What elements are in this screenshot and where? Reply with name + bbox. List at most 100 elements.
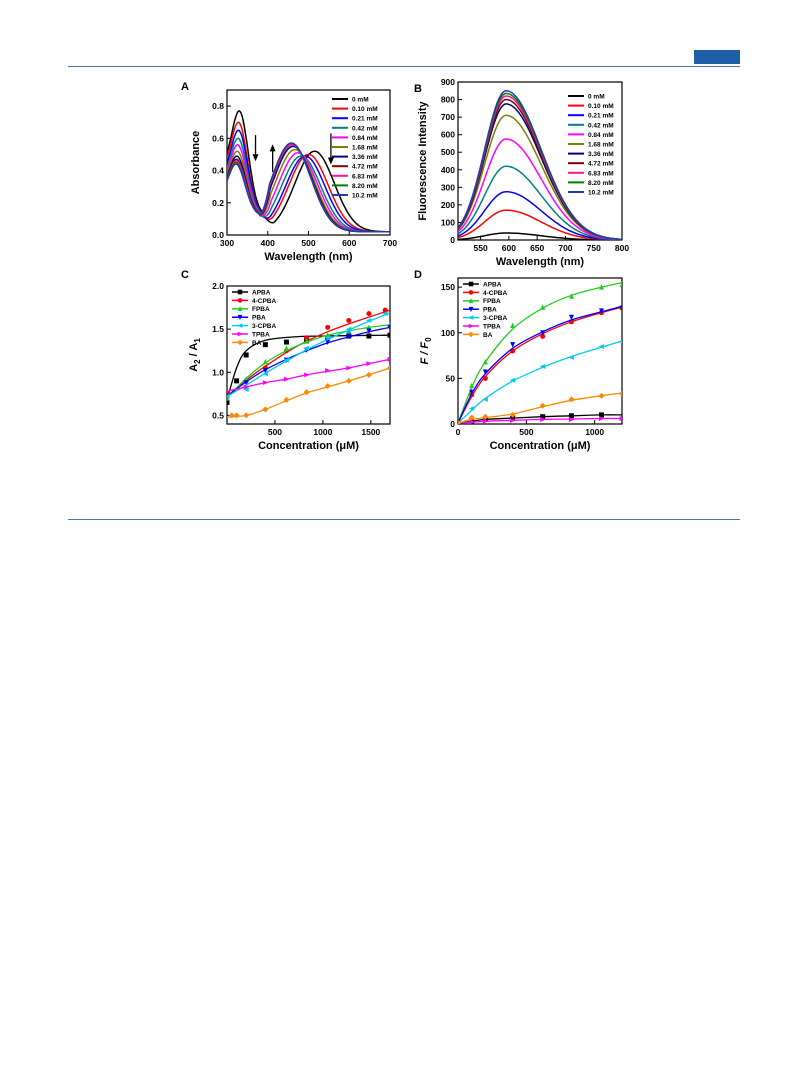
- marker: [540, 330, 546, 336]
- marker: [568, 413, 574, 419]
- series-line: [458, 165, 622, 240]
- panel-b-fluorescence-chart: B 550 600 650 700 750 800 0 100 200 300 400 500 600 7…: [414, 77, 629, 268]
- marker: [568, 314, 574, 321]
- x-tick-label: 600: [342, 238, 356, 248]
- legend-label: APBA: [483, 281, 502, 288]
- legend-label: 0.21 mM: [588, 113, 614, 120]
- panel-c-absorbance-ratio-chart: C 500 1000 1500 0.5 1.0 1.5 2.0 Concentration (…: [181, 269, 391, 452]
- x-tick-label: 650: [530, 243, 544, 253]
- marker: [539, 402, 546, 409]
- marker: [283, 345, 289, 351]
- y-axis-label: A2 / A1: [188, 338, 202, 372]
- series-line: [227, 142, 390, 233]
- footer-rule: [68, 519, 740, 520]
- trend-arrowhead: [252, 154, 259, 162]
- y-tick-label: 0.4: [212, 166, 224, 176]
- series-lines: [458, 90, 622, 240]
- x-tick-label: 400: [261, 238, 275, 248]
- marker: [283, 339, 289, 345]
- legend-label: BA: [252, 340, 262, 347]
- legend-label: 0.84 mM: [352, 135, 378, 142]
- marker: [345, 326, 352, 332]
- y-axis-label: Fluorescence Intensity: [417, 101, 429, 221]
- y-tick-label: 50: [446, 373, 456, 383]
- y-tick-label: 1.0: [212, 367, 224, 377]
- y-tick-label: 700: [441, 112, 455, 122]
- y-tick-label: 0: [450, 419, 455, 429]
- marker: [243, 384, 250, 390]
- marker: [619, 281, 622, 287]
- x-tick-label: 1000: [585, 427, 604, 437]
- legend-label: 4.72 mM: [352, 164, 378, 171]
- marker: [283, 376, 290, 382]
- marker: [283, 357, 289, 363]
- y-axis-label: Absorbance: [190, 131, 202, 195]
- y-tick-label: 2.0: [212, 281, 224, 291]
- y-tick-label: 400: [441, 165, 455, 175]
- y-tick-label: 300: [441, 182, 455, 192]
- marker: [382, 311, 388, 317]
- legend-label: 1.68 mM: [588, 142, 614, 149]
- marker: [599, 416, 605, 422]
- legend-label: 8.20 mM: [588, 180, 614, 187]
- panel-label: B: [414, 83, 422, 95]
- legend-label: 0 mM: [352, 97, 369, 104]
- marker: [227, 393, 230, 399]
- marker: [283, 396, 290, 403]
- x-tick-label: 1500: [361, 427, 380, 437]
- marker: [468, 323, 474, 329]
- marker: [262, 358, 268, 365]
- panel-label: D: [414, 269, 422, 281]
- marker: [324, 335, 331, 341]
- marker: [262, 371, 268, 377]
- y-tick-label: 1.5: [212, 324, 224, 334]
- legend-label: 10.2 mM: [588, 190, 614, 197]
- y-tick-label: 100: [441, 328, 455, 338]
- series-line: [458, 138, 621, 240]
- y-axis-label-part: / F: [419, 342, 431, 358]
- series-line: [227, 110, 390, 233]
- trend-arrowhead: [327, 157, 334, 165]
- legend-label: 4.72 mM: [588, 161, 614, 168]
- x-tick-label: 750: [587, 243, 601, 253]
- legend-label: 3.36 mM: [352, 154, 378, 161]
- marker: [303, 389, 310, 396]
- x-tick-label: 500: [519, 427, 533, 437]
- x-tick-label: 500: [268, 427, 282, 437]
- y-tick-label: 800: [441, 95, 455, 105]
- legend-label: BA: [483, 332, 493, 339]
- marker: [468, 331, 474, 338]
- marker: [237, 314, 243, 320]
- marker: [539, 364, 546, 370]
- marker: [540, 414, 546, 420]
- y-tick-label: 0.0: [212, 230, 224, 240]
- marker: [234, 378, 240, 384]
- plot-frame: [457, 277, 623, 425]
- x-tick-label: 550: [474, 243, 488, 253]
- marker: [599, 412, 604, 418]
- marker: [619, 390, 622, 397]
- x-tick-label: 0: [456, 427, 461, 437]
- marker: [233, 412, 240, 419]
- marker: [387, 364, 390, 371]
- marker: [458, 420, 461, 424]
- marker: [228, 412, 235, 419]
- y-tick-label: 900: [441, 77, 455, 87]
- marker: [346, 318, 352, 323]
- marker: [509, 377, 516, 383]
- x-tick-label: 500: [301, 238, 315, 248]
- marker: [304, 372, 310, 378]
- marker: [568, 396, 575, 403]
- legend-label: 0 mM: [588, 94, 605, 101]
- marker: [510, 417, 516, 423]
- fit-line: [458, 281, 622, 424]
- marker: [387, 356, 390, 362]
- marker: [482, 358, 488, 365]
- marker: [262, 380, 269, 386]
- plot-frame: [457, 81, 623, 241]
- marker: [482, 396, 488, 402]
- marker: [468, 315, 474, 320]
- legend-label: 4-CPBA: [252, 298, 277, 305]
- marker: [303, 345, 310, 351]
- legend-label: 1.68 mM: [352, 145, 378, 152]
